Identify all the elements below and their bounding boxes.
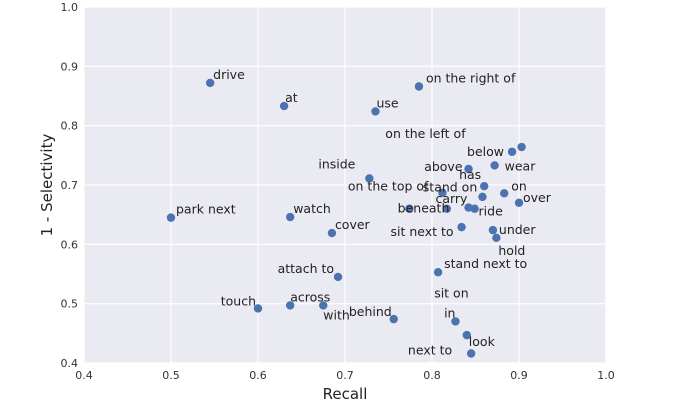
data-point bbox=[507, 147, 517, 156]
data-point bbox=[478, 192, 487, 202]
point-label: use bbox=[376, 95, 398, 110]
point-label: on the top of bbox=[348, 179, 429, 194]
y-axis-label: 1 - Selectivity bbox=[38, 134, 56, 237]
point-label: hold bbox=[498, 243, 525, 258]
point-label: above bbox=[424, 159, 463, 174]
y-tick-label: 0.9 bbox=[61, 60, 79, 73]
point-label: stand on bbox=[423, 180, 477, 195]
point-label: on the left of bbox=[385, 126, 466, 141]
data-point bbox=[438, 188, 447, 197]
data-points bbox=[166, 78, 526, 358]
data-point bbox=[451, 317, 460, 326]
data-point bbox=[389, 314, 398, 324]
point-label: beneath bbox=[398, 201, 450, 216]
y-tick-label: 0.5 bbox=[61, 298, 79, 311]
data-point bbox=[319, 301, 328, 310]
x-tick-label: 0.8 bbox=[423, 369, 441, 382]
data-point bbox=[285, 301, 295, 310]
x-tick-label: 0.7 bbox=[336, 369, 354, 382]
point-label: sit next to bbox=[391, 224, 454, 239]
point-label: inside bbox=[318, 156, 355, 171]
y-tick-label: 1.0 bbox=[61, 1, 79, 14]
y-tick-label: 0.8 bbox=[61, 120, 79, 133]
x-tick-label: 0.4 bbox=[75, 369, 93, 382]
data-point bbox=[514, 198, 524, 207]
data-point bbox=[205, 78, 215, 88]
y-tick-label: 0.4 bbox=[61, 357, 79, 370]
data-point bbox=[462, 330, 471, 340]
point-label: look bbox=[469, 334, 496, 349]
point-label: touch bbox=[221, 293, 256, 308]
point-label: sit on bbox=[434, 286, 468, 301]
point-label: below bbox=[467, 144, 504, 159]
y-tick-label: 0.7 bbox=[61, 179, 79, 192]
data-point bbox=[470, 204, 479, 213]
data-point bbox=[464, 164, 473, 174]
data-point bbox=[517, 142, 526, 152]
data-point bbox=[442, 204, 451, 213]
data-point bbox=[480, 181, 489, 191]
x-axis-label: Recall bbox=[323, 385, 368, 403]
x-tick-label: 0.6 bbox=[249, 369, 267, 382]
data-point bbox=[433, 268, 443, 277]
data-point bbox=[371, 107, 380, 116]
data-point bbox=[414, 82, 424, 91]
point-label: on the right of bbox=[426, 71, 516, 86]
data-point bbox=[327, 228, 337, 238]
data-point bbox=[253, 304, 263, 313]
point-label: over bbox=[523, 190, 552, 205]
data-point bbox=[490, 161, 499, 170]
data-point bbox=[365, 174, 374, 183]
data-point bbox=[279, 101, 289, 111]
data-point bbox=[405, 204, 414, 213]
data-point bbox=[285, 212, 295, 222]
point-label: stand next to bbox=[444, 256, 527, 271]
point-label: park next bbox=[176, 202, 236, 217]
data-point bbox=[457, 222, 466, 232]
point-label: watch bbox=[293, 201, 331, 216]
point-label: ride bbox=[479, 204, 504, 219]
x-tick-label: 1.0 bbox=[597, 369, 615, 382]
data-point bbox=[466, 349, 476, 358]
tick-labels: 0.4 0.5 0.6 0.7 0.8 0.9 1.0 0.4 0.5 0.6 0.7 0.8 0.9 1… bbox=[61, 1, 615, 382]
x-tick-label: 0.9 bbox=[510, 369, 528, 382]
point-label: under bbox=[499, 222, 536, 237]
point-label: next to bbox=[408, 343, 452, 358]
point-label: on bbox=[511, 178, 527, 193]
data-point bbox=[166, 213, 176, 222]
point-label: across bbox=[290, 289, 330, 304]
point-label: behind bbox=[349, 304, 392, 319]
point-label: cover bbox=[335, 217, 371, 232]
point-label: wear bbox=[505, 158, 537, 173]
point-label: drive bbox=[213, 67, 245, 82]
data-point bbox=[333, 272, 343, 282]
x-tick-label: 0.5 bbox=[162, 369, 180, 382]
grid-lines bbox=[83, 6, 607, 364]
point-label: carry bbox=[435, 191, 468, 206]
y-tick-label: 0.6 bbox=[61, 238, 79, 251]
point-label: in bbox=[444, 305, 455, 320]
point-label: has bbox=[459, 167, 481, 182]
point-label: with bbox=[323, 307, 350, 322]
data-point bbox=[500, 189, 509, 198]
point-label: attach to bbox=[278, 261, 334, 276]
point-label: at bbox=[285, 90, 298, 105]
data-point bbox=[488, 225, 498, 235]
data-point bbox=[492, 233, 501, 243]
